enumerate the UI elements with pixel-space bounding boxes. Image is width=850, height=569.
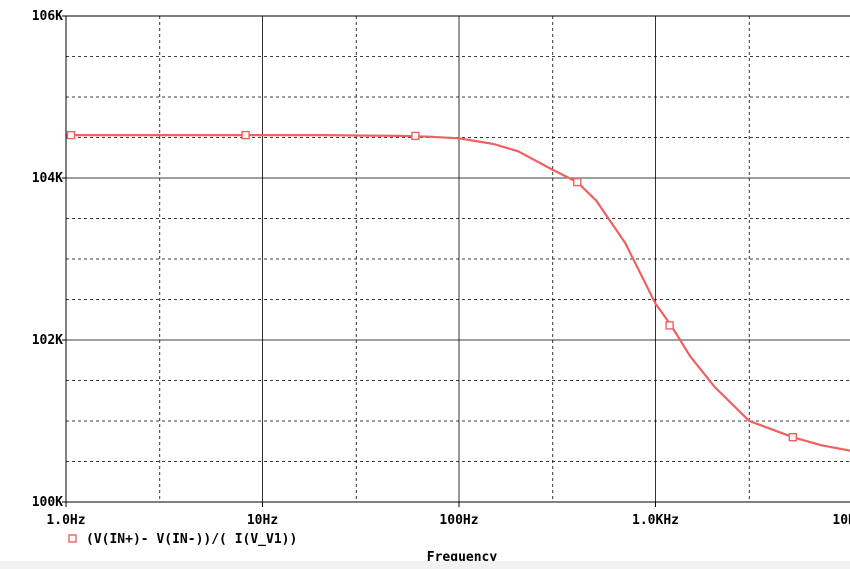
series-marker <box>242 132 249 139</box>
y-tick-label: 106K <box>32 9 63 24</box>
x-tick-label: 100Hz <box>439 513 478 528</box>
y-tick-label: 104K <box>32 171 63 186</box>
legend: (V(IN+)- V(IN-))/( I(V_V1)) <box>69 532 297 547</box>
series-marker <box>412 132 419 139</box>
x-tick-label: 1.0Hz <box>46 513 85 528</box>
x-tick-label: 10KHz <box>832 513 850 528</box>
series-layer <box>66 132 850 451</box>
series-marker <box>666 322 673 329</box>
tick-labels: 1.0Hz 10Hz 100Hz 1.0KHz 10KHz 100K 102K 104K 106… <box>32 9 850 528</box>
y-tick-label: 102K <box>32 333 63 348</box>
y-tick-label: 100K <box>32 495 63 510</box>
series-marker <box>574 179 581 186</box>
legend-marker <box>69 535 76 542</box>
series-marker <box>789 434 796 441</box>
series-marker <box>68 132 75 139</box>
x-tick-label: 1.0KHz <box>632 513 679 528</box>
bottom-strip <box>0 561 850 569</box>
x-tick-label: 10Hz <box>247 513 278 528</box>
legend-label: (V(IN+)- V(IN-))/( I(V_V1)) <box>86 532 297 547</box>
series-line <box>66 135 850 451</box>
grid <box>66 16 850 502</box>
